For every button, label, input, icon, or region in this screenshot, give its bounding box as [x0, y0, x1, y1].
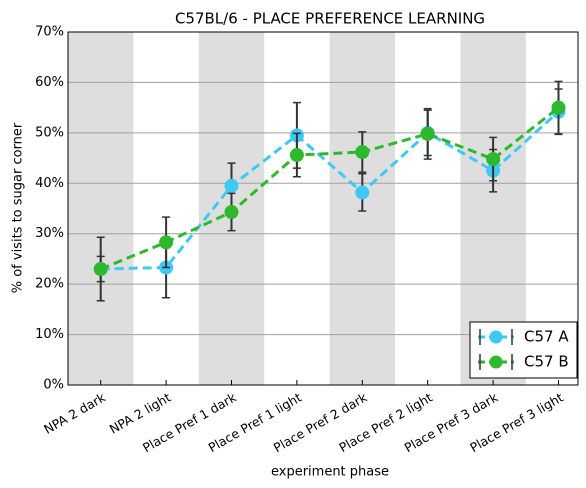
- point: [486, 152, 501, 167]
- plot-frame: [67, 31, 579, 386]
- y-tick-label: 40%: [35, 176, 64, 191]
- point: [159, 235, 174, 250]
- y-tick-label: 0%: [43, 378, 64, 393]
- point: [224, 205, 239, 220]
- legend-label: C57 A: [524, 328, 569, 346]
- point: [289, 148, 304, 163]
- shade-band: [68, 32, 134, 385]
- y-tick-label: 50%: [35, 125, 64, 140]
- y-tick-label: 60%: [35, 75, 64, 90]
- legend-label: C57 B: [524, 353, 569, 371]
- point: [355, 185, 370, 200]
- x-tick-label: NPA 2 dark: [41, 389, 108, 437]
- legend-marker: [489, 330, 503, 344]
- point: [551, 100, 566, 115]
- legend-box: [469, 321, 578, 379]
- point: [355, 145, 370, 160]
- y-tick-label: 10%: [35, 327, 64, 342]
- x-axis-label: experiment phase: [271, 465, 389, 480]
- y-tick-label: 70%: [35, 25, 64, 40]
- point: [420, 126, 435, 141]
- series-line: [100, 106, 560, 271]
- chart-title: C57BL/6 - PLACE PREFERENCE LEARNING: [175, 10, 485, 28]
- point: [224, 178, 239, 193]
- y-tick-label: 20%: [35, 277, 64, 292]
- y-axis-label: % of visits to sugar corner: [11, 122, 26, 293]
- y-tick-label: 30%: [35, 226, 64, 241]
- point: [93, 262, 108, 277]
- series-line: [100, 110, 560, 271]
- legend-marker: [489, 355, 503, 369]
